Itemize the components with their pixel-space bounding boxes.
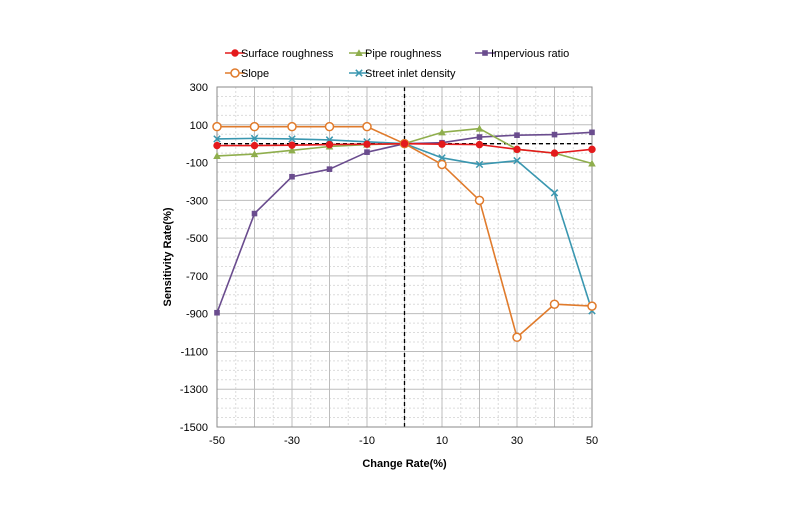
- x-tick-label: 30: [511, 435, 523, 447]
- data-point-slope: [249, 121, 260, 132]
- legend-label: Slope: [241, 68, 269, 80]
- data-point-surface-roughness: [213, 141, 221, 150]
- x-axis-tick-labels: -50 -30 -10 10 30 50: [209, 435, 598, 447]
- data-point-surface-roughness: [288, 141, 296, 149]
- data-point-surface-roughness: [588, 145, 596, 154]
- data-point-surface-roughness: [475, 140, 484, 149]
- data-point-pipe-roughness: [588, 159, 596, 167]
- series-markers: [212, 121, 597, 343]
- data-point-slope: [512, 332, 522, 343]
- y-tick-label: -500: [186, 233, 208, 245]
- data-point-street-inlet-density: [513, 156, 521, 165]
- data-point-street-inlet-density: [288, 135, 296, 143]
- y-tick-label: 100: [190, 120, 208, 132]
- y-axis-tick-labels: 300 100 -100 -300 -500 -700 -900 -1100 -1300 -150…: [180, 82, 208, 434]
- data-point-slope: [437, 159, 447, 170]
- legend-item-pipe-roughness: Pipe roughness: [349, 48, 442, 60]
- y-tick-label: -1300: [180, 384, 208, 396]
- data-point-surface-roughness: [513, 145, 521, 154]
- data-point-slope: [474, 195, 485, 206]
- legend-label: Street inlet density: [365, 68, 456, 80]
- y-tick-label: 300: [190, 82, 208, 94]
- legend: Surface roughness Pipe roughness Imperviou…: [225, 48, 569, 80]
- data-point-impervious-ratio: [551, 131, 558, 138]
- data-point-slope: [549, 299, 560, 309]
- legend-marker: [355, 49, 363, 57]
- data-point-pipe-roughness: [475, 124, 484, 132]
- legend-item-street-inlet-density: Street inlet density: [349, 68, 456, 80]
- legend-label: Pipe roughness: [365, 48, 442, 60]
- data-point-impervious-ratio: [476, 134, 483, 140]
- data-point-surface-roughness: [438, 140, 446, 148]
- y-tick-label: -300: [186, 195, 208, 207]
- data-point-impervious-ratio: [326, 166, 333, 172]
- data-point-slope: [587, 301, 597, 311]
- y-tick-label: -1500: [180, 422, 208, 434]
- y-axis-title: Sensitivity Rate(%): [162, 207, 174, 306]
- data-point-street-inlet-density: [438, 154, 446, 162]
- x-tick-label: -50: [209, 435, 225, 447]
- legend-marker: [355, 69, 363, 77]
- data-point-surface-roughness: [550, 149, 559, 157]
- data-point-street-inlet-density: [550, 189, 559, 197]
- data-point-impervious-ratio: [364, 149, 370, 155]
- data-point-slope: [212, 121, 222, 132]
- data-point-impervious-ratio: [289, 173, 295, 180]
- data-point-pipe-roughness: [213, 152, 221, 159]
- legend-item-impervious-ratio: Impervious ratio: [475, 48, 569, 60]
- data-point-impervious-ratio: [514, 132, 520, 138]
- data-point-pipe-roughness: [438, 128, 446, 136]
- x-tick-label: -30: [284, 435, 300, 447]
- data-point-street-inlet-density: [213, 135, 221, 143]
- y-tick-label: -1100: [181, 346, 208, 358]
- data-point-slope: [287, 121, 297, 132]
- legend-marker: [230, 68, 240, 78]
- data-point-impervious-ratio: [251, 210, 258, 217]
- data-point-pipe-roughness: [250, 150, 259, 158]
- plot-area-frame: [216, 86, 593, 428]
- y-tick-label: -700: [186, 271, 208, 283]
- x-tick-label: 50: [586, 435, 598, 447]
- x-tick-label: -10: [359, 435, 375, 447]
- data-point-slope: [324, 121, 335, 132]
- x-tick-label: 10: [436, 435, 448, 447]
- data-point-surface-roughness: [325, 140, 334, 149]
- legend-marker: [231, 49, 239, 57]
- data-point-street-inlet-density: [475, 160, 484, 169]
- x-axis-title: Change Rate(%): [362, 458, 447, 470]
- data-point-surface-roughness: [400, 139, 409, 148]
- data-point-impervious-ratio: [214, 309, 220, 316]
- legend-label: Impervious ratio: [491, 48, 569, 60]
- data-point-pipe-roughness: [288, 146, 296, 154]
- y-tick-label: -900: [186, 309, 208, 321]
- legend-marker: [482, 50, 488, 56]
- legend-item-surface-roughness: Surface roughness: [225, 48, 334, 60]
- legend-label: Surface roughness: [241, 48, 334, 60]
- data-point-slope: [362, 121, 372, 132]
- data-point-surface-roughness: [363, 140, 371, 148]
- y-tick-label: -100: [186, 158, 208, 170]
- legend-item-slope: Slope: [225, 68, 269, 80]
- data-point-surface-roughness: [250, 141, 259, 150]
- data-point-street-inlet-density: [250, 134, 259, 143]
- data-point-impervious-ratio: [589, 129, 595, 136]
